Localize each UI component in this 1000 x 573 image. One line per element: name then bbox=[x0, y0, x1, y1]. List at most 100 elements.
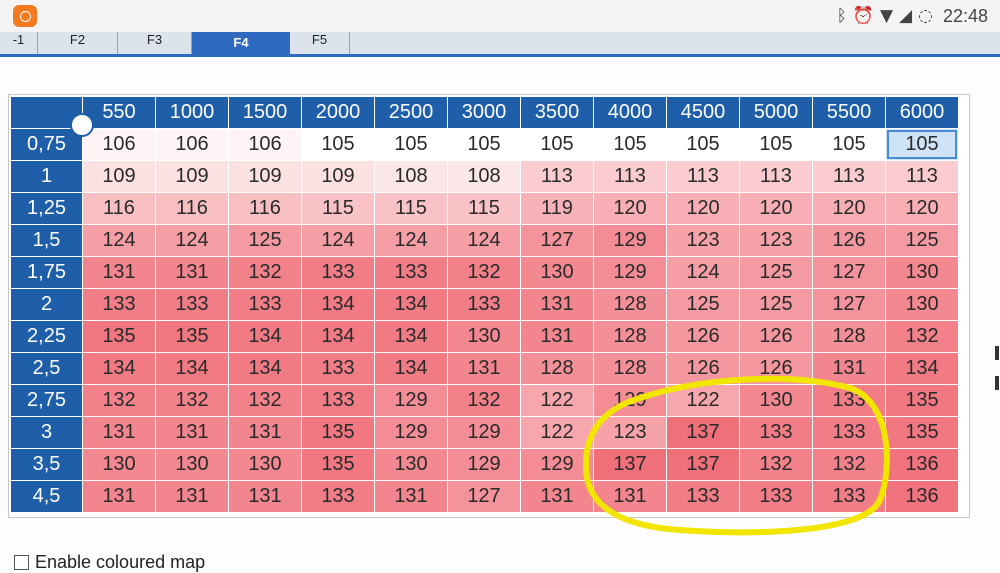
map-cell[interactable]: 109 bbox=[156, 161, 228, 192]
map-cell[interactable]: 129 bbox=[594, 385, 666, 416]
map-cell[interactable]: 131 bbox=[83, 257, 155, 288]
tab-f3[interactable]: F3 bbox=[118, 32, 192, 54]
map-cell[interactable]: 113 bbox=[886, 161, 958, 192]
map-cell[interactable]: 133 bbox=[813, 481, 885, 512]
map-cell[interactable]: 120 bbox=[886, 193, 958, 224]
map-cell[interactable]: 109 bbox=[229, 161, 301, 192]
map-cell[interactable]: 131 bbox=[229, 481, 301, 512]
map-cell[interactable]: 131 bbox=[229, 417, 301, 448]
map-cell[interactable]: 130 bbox=[448, 321, 520, 352]
map-cell[interactable]: 105 bbox=[521, 129, 593, 160]
map-cell[interactable]: 124 bbox=[667, 257, 739, 288]
map-cell[interactable]: 109 bbox=[83, 161, 155, 192]
map-cell[interactable]: 113 bbox=[521, 161, 593, 192]
map-cell[interactable]: 106 bbox=[83, 129, 155, 160]
map-cell[interactable]: 131 bbox=[594, 481, 666, 512]
map-cell[interactable]: 123 bbox=[594, 417, 666, 448]
map-cell[interactable]: 133 bbox=[448, 289, 520, 320]
map-cell[interactable]: 105 bbox=[594, 129, 666, 160]
map-cell[interactable]: 120 bbox=[667, 193, 739, 224]
map-cell[interactable]: 132 bbox=[156, 385, 228, 416]
map-cell[interactable]: 135 bbox=[886, 417, 958, 448]
map-cell[interactable]: 116 bbox=[83, 193, 155, 224]
map-cell[interactable]: 131 bbox=[521, 289, 593, 320]
map-cell[interactable]: 125 bbox=[886, 225, 958, 256]
map-cell[interactable]: 131 bbox=[521, 321, 593, 352]
map-cell[interactable]: 127 bbox=[521, 225, 593, 256]
map-cell[interactable]: 129 bbox=[521, 449, 593, 480]
map-cell[interactable]: 137 bbox=[667, 449, 739, 480]
map-cell[interactable]: 125 bbox=[740, 257, 812, 288]
map-cell[interactable]: 131 bbox=[156, 481, 228, 512]
map-cell[interactable]: 134 bbox=[375, 289, 447, 320]
map-cell[interactable]: 123 bbox=[667, 225, 739, 256]
map-cell[interactable]: 109 bbox=[302, 161, 374, 192]
map-cell[interactable]: 131 bbox=[813, 353, 885, 384]
map-cell[interactable]: 132 bbox=[448, 257, 520, 288]
map-cell[interactable]: 129 bbox=[375, 417, 447, 448]
map-cell[interactable]: 137 bbox=[594, 449, 666, 480]
map-cell[interactable]: 130 bbox=[886, 289, 958, 320]
map-cell[interactable]: 105 bbox=[886, 129, 958, 160]
map-cell[interactable]: 130 bbox=[375, 449, 447, 480]
map-cell[interactable]: 124 bbox=[156, 225, 228, 256]
map-cell[interactable]: 115 bbox=[302, 193, 374, 224]
map-cell[interactable]: 122 bbox=[667, 385, 739, 416]
app-notification-icon[interactable] bbox=[13, 5, 37, 27]
map-cell[interactable]: 108 bbox=[448, 161, 520, 192]
map-cell[interactable]: 128 bbox=[521, 353, 593, 384]
map-cell[interactable]: 129 bbox=[448, 417, 520, 448]
map-cell[interactable]: 133 bbox=[667, 481, 739, 512]
map-cell[interactable]: 134 bbox=[375, 321, 447, 352]
map-cell[interactable]: 133 bbox=[302, 353, 374, 384]
tab-f4[interactable]: F4 bbox=[192, 32, 290, 54]
map-cell[interactable]: 133 bbox=[813, 417, 885, 448]
coloured-map-checkbox[interactable] bbox=[14, 554, 29, 570]
map-cell[interactable]: 125 bbox=[229, 225, 301, 256]
map-cell[interactable]: 116 bbox=[229, 193, 301, 224]
map-cell[interactable]: 115 bbox=[448, 193, 520, 224]
map-cell[interactable]: 105 bbox=[813, 129, 885, 160]
map-cell[interactable]: 134 bbox=[229, 321, 301, 352]
map-cell[interactable]: 120 bbox=[813, 193, 885, 224]
map-cell[interactable]: 126 bbox=[667, 321, 739, 352]
map-cell[interactable]: 132 bbox=[886, 321, 958, 352]
map-cell[interactable]: 132 bbox=[229, 257, 301, 288]
map-cell[interactable]: 135 bbox=[302, 417, 374, 448]
map-cell[interactable]: 106 bbox=[156, 129, 228, 160]
map-cell[interactable]: 106 bbox=[229, 129, 301, 160]
map-cell[interactable]: 133 bbox=[302, 481, 374, 512]
map-cell[interactable]: 130 bbox=[83, 449, 155, 480]
tab-f1[interactable]: -1 bbox=[0, 32, 38, 54]
map-cell[interactable]: 115 bbox=[375, 193, 447, 224]
map-cell[interactable]: 133 bbox=[156, 289, 228, 320]
map-cell[interactable]: 129 bbox=[448, 449, 520, 480]
map-cell[interactable]: 133 bbox=[813, 385, 885, 416]
map-cell[interactable]: 133 bbox=[302, 385, 374, 416]
map-cell[interactable]: 131 bbox=[448, 353, 520, 384]
map-cell[interactable]: 125 bbox=[740, 289, 812, 320]
map-cell[interactable]: 123 bbox=[740, 225, 812, 256]
map-cell[interactable]: 128 bbox=[594, 353, 666, 384]
map-cell[interactable]: 126 bbox=[740, 353, 812, 384]
map-cell[interactable]: 130 bbox=[740, 385, 812, 416]
map-cell[interactable]: 128 bbox=[813, 321, 885, 352]
map-cell[interactable]: 136 bbox=[886, 481, 958, 512]
map-cell[interactable]: 127 bbox=[813, 289, 885, 320]
map-cell[interactable]: 134 bbox=[156, 353, 228, 384]
tab-f5[interactable]: F5 bbox=[290, 32, 350, 54]
map-cell[interactable]: 135 bbox=[83, 321, 155, 352]
map-cell[interactable]: 137 bbox=[667, 417, 739, 448]
map-cell[interactable]: 124 bbox=[302, 225, 374, 256]
map-cell[interactable]: 133 bbox=[740, 417, 812, 448]
map-cell[interactable]: 134 bbox=[886, 353, 958, 384]
map-cell[interactable]: 122 bbox=[521, 385, 593, 416]
map-cell[interactable]: 125 bbox=[667, 289, 739, 320]
map-cell[interactable]: 113 bbox=[594, 161, 666, 192]
map-cell[interactable]: 105 bbox=[448, 129, 520, 160]
map-cell[interactable]: 133 bbox=[375, 257, 447, 288]
map-cell[interactable]: 124 bbox=[448, 225, 520, 256]
map-cell[interactable]: 133 bbox=[740, 481, 812, 512]
map-cell[interactable]: 119 bbox=[521, 193, 593, 224]
map-cell[interactable]: 128 bbox=[594, 321, 666, 352]
